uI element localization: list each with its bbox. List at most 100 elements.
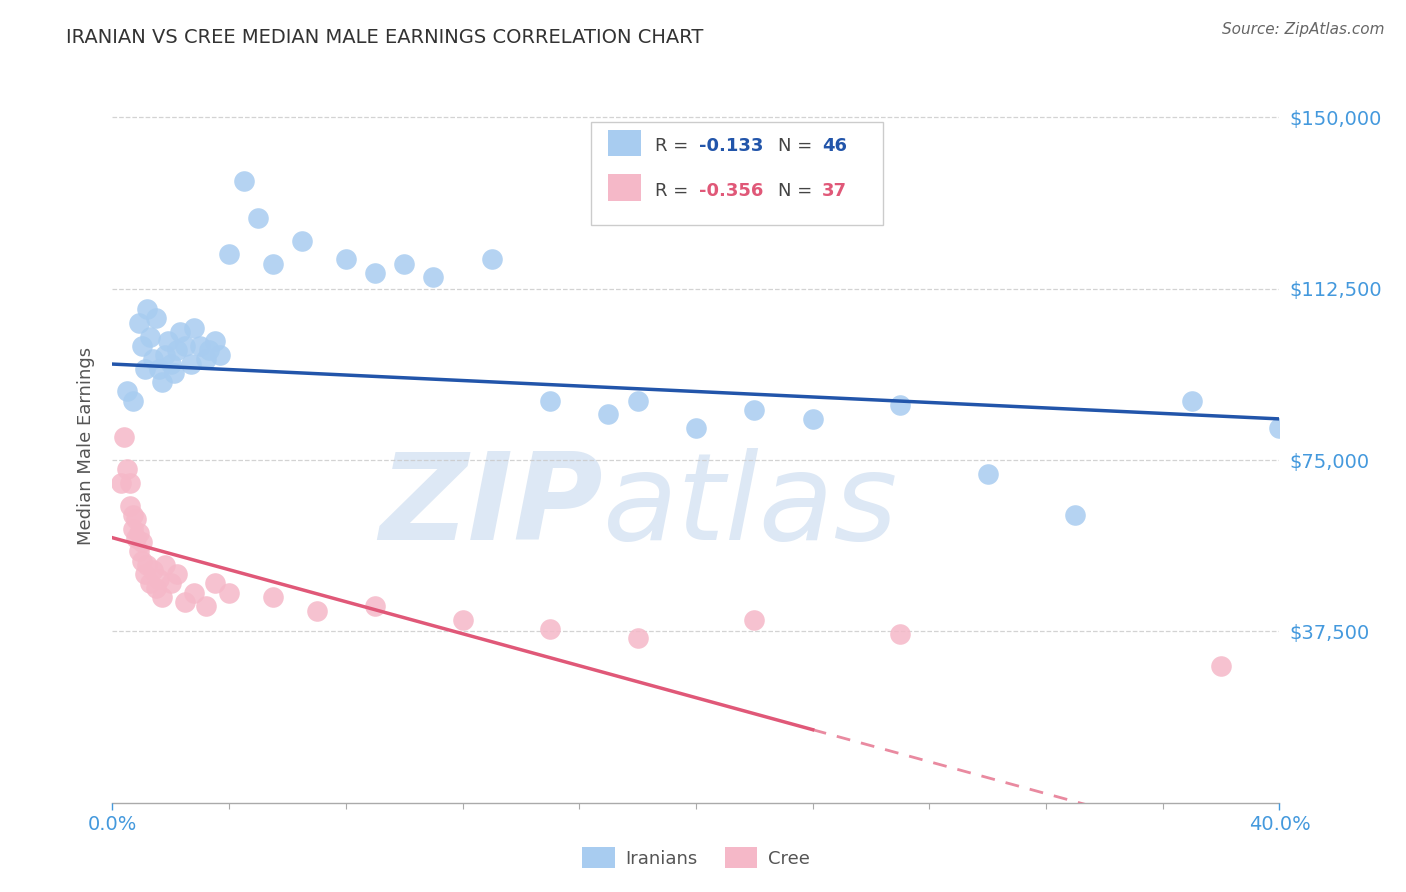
Point (112, 430, 135, 444)
Point (209, 348, 232, 362)
Point (247, 211, 270, 225)
Text: Median Male Earnings: Median Male Earnings (77, 347, 96, 545)
Point (115, 384, 138, 399)
Text: R =: R = (655, 182, 695, 200)
Point (139, 576, 162, 591)
Point (148, 572, 170, 586)
Point (262, 590, 284, 604)
Point (194, 352, 217, 367)
Text: ZIP: ZIP (378, 448, 603, 566)
Point (128, 544, 150, 558)
Point (153, 558, 176, 573)
Point (150, 376, 173, 390)
Point (394, 256, 416, 270)
Point (627, 393, 650, 408)
Point (598, 408, 620, 422)
Point (194, 599, 217, 614)
Point (889, 626, 911, 640)
Point (204, 334, 226, 349)
Point (685, 421, 707, 435)
Point (125, 512, 148, 526)
Point (627, 632, 650, 646)
Point (134, 361, 156, 376)
Point (1268, 421, 1291, 435)
Point (742, 613, 765, 627)
Point (131, 553, 153, 567)
FancyBboxPatch shape (609, 129, 641, 156)
Point (197, 343, 219, 358)
Point (538, 393, 561, 408)
Point (801, 412, 824, 426)
Point (183, 585, 205, 599)
Point (166, 343, 188, 358)
Text: 37: 37 (823, 182, 846, 200)
Point (125, 531, 148, 545)
FancyBboxPatch shape (609, 174, 641, 201)
Text: IRANIAN VS CREE MEDIAN MALE EARNINGS CORRELATION CHART: IRANIAN VS CREE MEDIAN MALE EARNINGS COR… (66, 28, 703, 47)
Point (160, 357, 183, 371)
Point (538, 622, 561, 636)
Point (451, 613, 474, 627)
FancyBboxPatch shape (591, 121, 883, 226)
Point (174, 595, 197, 609)
Point (118, 475, 141, 490)
Point (364, 266, 387, 280)
Point (145, 581, 167, 595)
Text: 46: 46 (823, 137, 846, 155)
Point (148, 361, 170, 376)
Point (291, 234, 314, 248)
Point (1209, 658, 1232, 673)
Point (163, 366, 186, 380)
Point (364, 599, 387, 614)
Point (183, 320, 205, 334)
Point (128, 526, 150, 541)
Point (218, 247, 240, 261)
Point (122, 508, 145, 522)
Point (1064, 508, 1087, 522)
Point (742, 402, 765, 417)
Point (136, 558, 159, 573)
Point (166, 567, 188, 582)
Point (976, 467, 998, 481)
Point (131, 535, 153, 549)
Point (145, 311, 167, 326)
Point (188, 339, 211, 353)
Point (134, 567, 156, 582)
Point (335, 252, 357, 266)
Text: N =: N = (778, 137, 818, 155)
Point (150, 590, 173, 604)
Point (305, 604, 328, 618)
Point (204, 576, 226, 591)
Point (142, 352, 165, 367)
Point (110, 475, 132, 490)
Point (160, 576, 183, 591)
Text: -0.356: -0.356 (699, 182, 763, 200)
Point (889, 398, 911, 412)
Text: -0.133: -0.133 (699, 137, 763, 155)
Point (218, 585, 240, 599)
Point (128, 316, 150, 330)
Point (136, 302, 159, 317)
Point (481, 252, 503, 266)
Point (122, 522, 145, 536)
Point (156, 334, 179, 349)
Point (1181, 393, 1204, 408)
Point (115, 462, 138, 476)
Point (131, 339, 153, 353)
Text: Source: ZipAtlas.com: Source: ZipAtlas.com (1222, 22, 1385, 37)
Point (169, 325, 191, 339)
Point (122, 393, 145, 408)
Point (262, 256, 284, 270)
Point (422, 270, 444, 285)
Text: atlas: atlas (603, 448, 898, 566)
Point (118, 499, 141, 513)
Text: N =: N = (778, 182, 818, 200)
Point (174, 339, 197, 353)
Point (153, 348, 176, 362)
Legend: Iranians, Cree: Iranians, Cree (575, 840, 817, 875)
Point (139, 329, 162, 343)
Point (142, 563, 165, 577)
Point (232, 174, 254, 188)
Point (180, 357, 202, 371)
Text: R =: R = (655, 137, 695, 155)
